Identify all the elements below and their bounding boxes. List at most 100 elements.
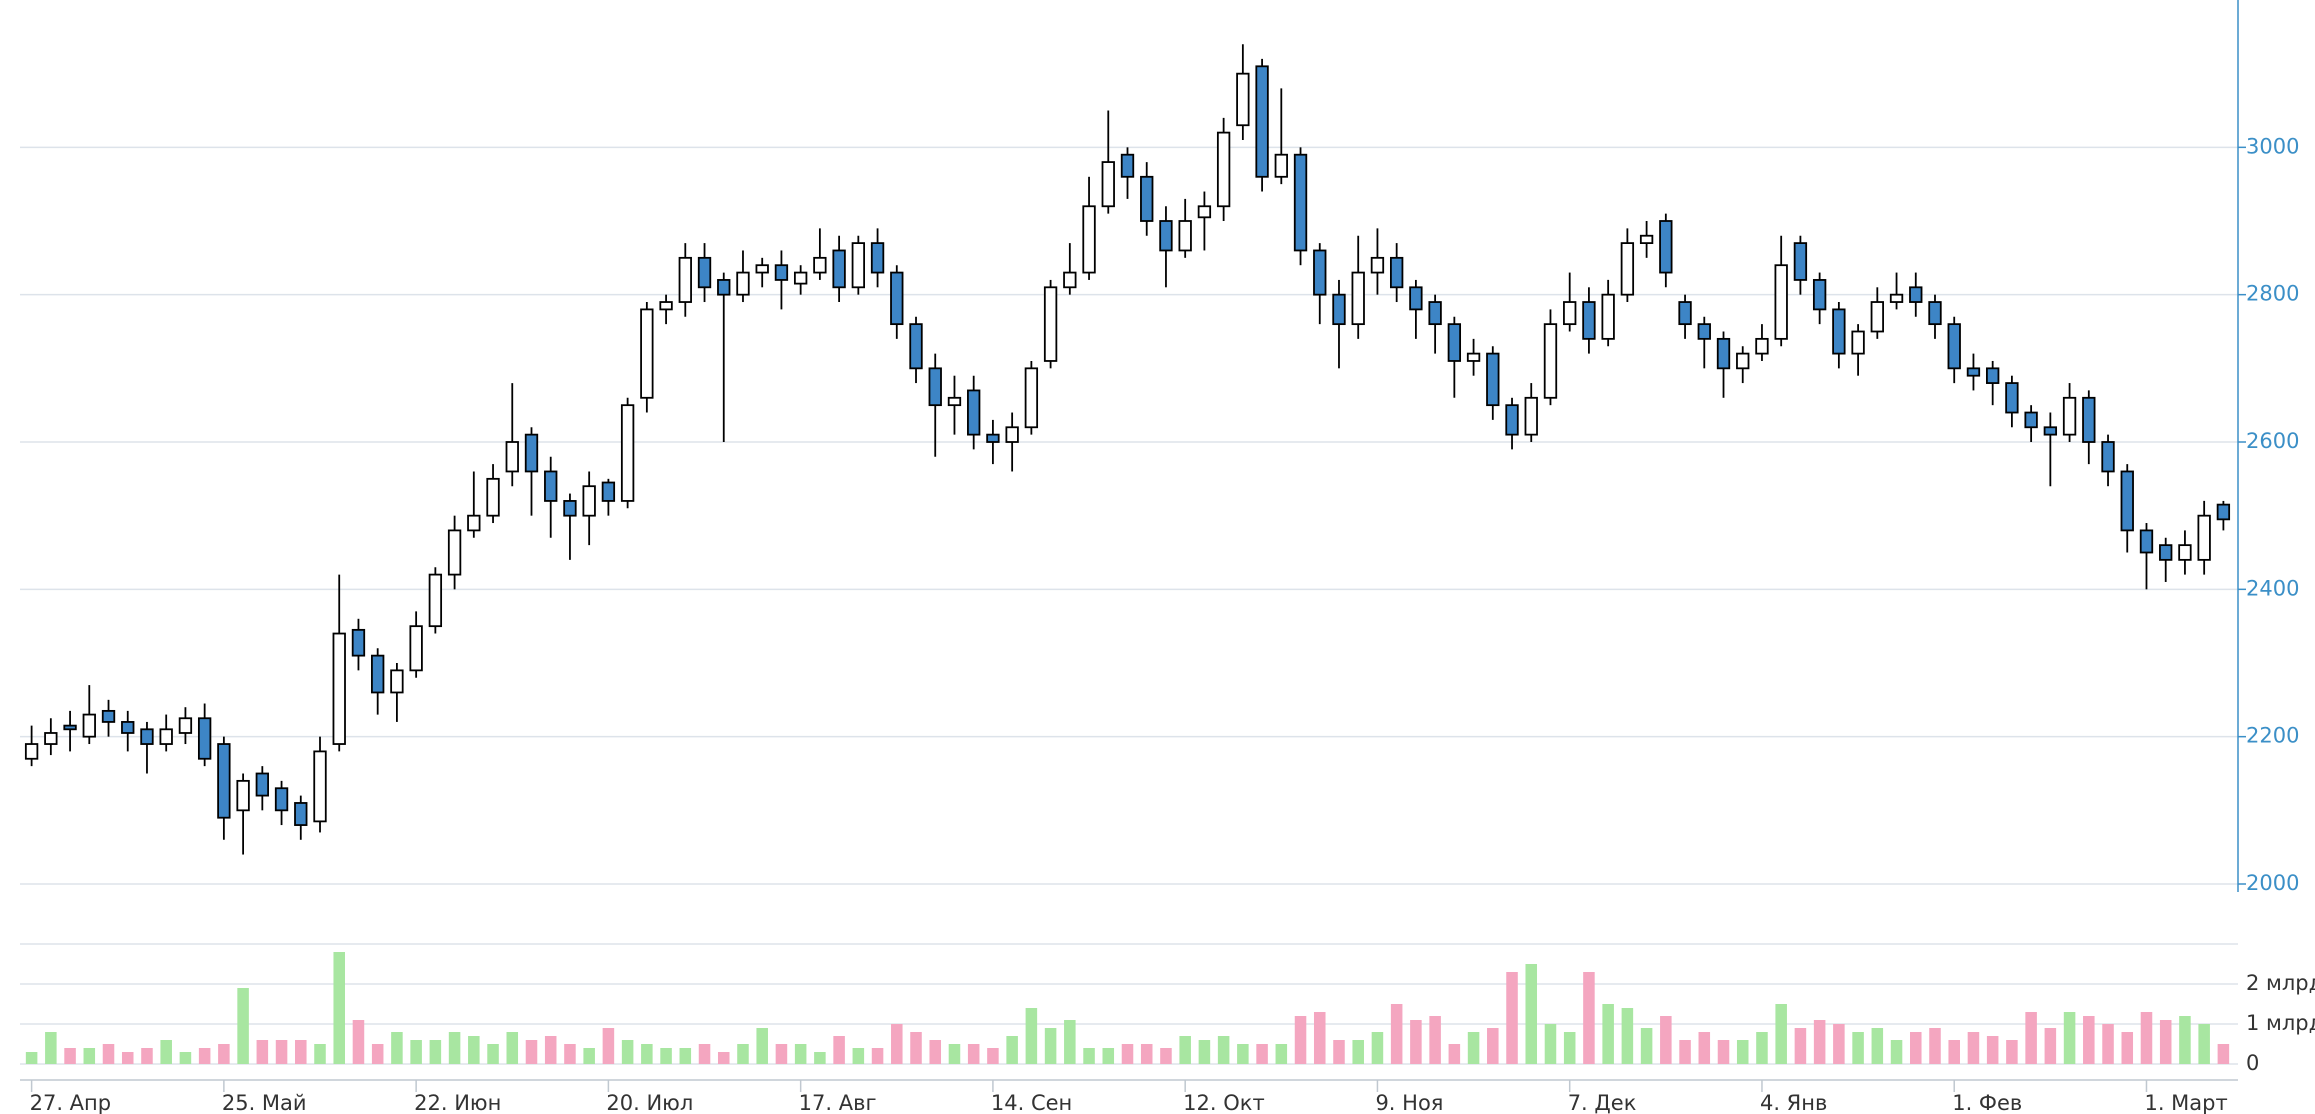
candle-body: [467, 514, 481, 532]
candle-body: [101, 709, 116, 723]
volume-bar: [1313, 1012, 1326, 1064]
candle-body: [236, 779, 250, 812]
volume-bar: [333, 952, 345, 1064]
volume-bar: [602, 1028, 615, 1064]
candle-body: [1063, 271, 1077, 289]
candle-body: [1524, 396, 1538, 436]
volume-bar: [1102, 1048, 1115, 1064]
volume-bar: [448, 1032, 461, 1064]
candle-body: [1370, 256, 1385, 274]
volume-bar: [1448, 1044, 1461, 1064]
candle-body: [1812, 279, 1827, 311]
y-tick-label: 3000: [2246, 134, 2299, 158]
candle-body: [24, 743, 39, 760]
volume-bar: [1217, 1036, 1230, 1064]
candle-body: [197, 717, 212, 760]
x-tick-label: 1. Март: [2144, 1091, 2227, 1114]
volume-bar: [1929, 1028, 1941, 1064]
volume-bar: [1948, 1040, 1960, 1064]
candle-body: [2101, 441, 2115, 473]
x-tick-label: 7. Дек: [1568, 1091, 1637, 1114]
candle-body: [2197, 514, 2211, 561]
candle-body: [1889, 293, 1904, 303]
volume-bar: [1256, 1044, 1268, 1064]
volume-bar: [275, 1040, 288, 1064]
volume-bar: [1487, 1028, 1499, 1064]
candle-body: [1793, 242, 1808, 281]
volume-bar: [1775, 1004, 1787, 1064]
volume-bar: [506, 1032, 519, 1064]
candle-body: [678, 256, 692, 303]
volume-bar: [1621, 1008, 1634, 1064]
candle-body: [1543, 323, 1558, 399]
volume-bar: [1813, 1020, 1826, 1064]
volume-bar: [641, 1044, 653, 1064]
volume-bar: [1544, 1024, 1557, 1064]
volume-bar: [660, 1048, 672, 1064]
volume-bar: [1986, 1036, 1999, 1064]
candle-body: [1601, 293, 1615, 340]
x-tick-label: 9. Ноя: [1375, 1091, 1443, 1114]
candle-body: [1236, 72, 1250, 127]
volume-bar: [295, 1040, 307, 1064]
volume-bar: [621, 1040, 634, 1064]
volume-bar: [525, 1040, 538, 1064]
candle-body: [1389, 256, 1404, 289]
candle-body: [832, 249, 846, 289]
x-tick-label: 14. Сен: [991, 1091, 1072, 1114]
volume-bar: [102, 1044, 115, 1064]
volume-bar: [160, 1040, 172, 1064]
volume-bar: [2006, 1040, 2018, 1064]
candle-body: [1505, 404, 1519, 436]
volume-bar: [1736, 1040, 1749, 1064]
candle-body: [140, 728, 154, 745]
volume-bar: [141, 1048, 153, 1064]
candle-body: [255, 772, 269, 797]
candle-body: [928, 367, 942, 407]
candle-body: [2178, 544, 2192, 561]
candle-body: [524, 433, 539, 473]
candle-body: [563, 500, 577, 517]
candle-body: [1101, 161, 1115, 208]
volume-bar: [679, 1048, 692, 1064]
candle-body: [1466, 352, 1481, 362]
candle-body: [428, 573, 443, 628]
volume-bar: [544, 1036, 557, 1064]
candle-body: [217, 743, 231, 819]
volume-bar: [2179, 1016, 2191, 1064]
candle-body: [1928, 301, 1942, 326]
volume-bar: [1583, 972, 1595, 1064]
volume-bar: [1506, 972, 1518, 1064]
candle-body: [967, 389, 981, 436]
candle-body: [1216, 131, 1231, 208]
candle-body: [1197, 205, 1212, 219]
candle-body: [1447, 323, 1462, 362]
candle-body: [1140, 175, 1154, 222]
candle-body: [294, 802, 308, 826]
volume-bar: [871, 1048, 884, 1064]
y-tick-label: 2600: [2246, 429, 2299, 453]
candle-body: [2024, 411, 2038, 429]
candle-body: [1043, 286, 1058, 362]
volume-bar: [2025, 1012, 2037, 1064]
candle-body: [332, 632, 346, 745]
volume-bar: [1025, 1008, 1038, 1064]
candle-body: [1947, 323, 1961, 370]
x-tick-label: 25. Май: [222, 1091, 307, 1114]
volume-bar: [468, 1036, 480, 1064]
candle-body: [371, 654, 385, 694]
volume-bar: [121, 1052, 134, 1064]
volume-bar: [391, 1032, 403, 1064]
volume-bar: [1871, 1028, 1884, 1064]
candle-body: [1409, 286, 1423, 311]
candle-body: [351, 628, 366, 657]
volume-bar: [948, 1044, 961, 1064]
candle-body: [409, 625, 423, 672]
volume-bar: [987, 1048, 999, 1064]
volume-bar: [1910, 1032, 1922, 1064]
candle-body: [44, 732, 58, 745]
volume-bar: [1563, 1032, 1576, 1064]
volume-bar: [1833, 1024, 1845, 1064]
candle-body: [813, 256, 827, 274]
volume-bar: [1198, 1040, 1211, 1064]
